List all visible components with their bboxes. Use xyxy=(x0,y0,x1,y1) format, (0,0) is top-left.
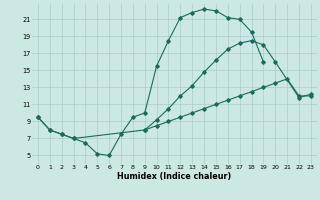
X-axis label: Humidex (Indice chaleur): Humidex (Indice chaleur) xyxy=(117,172,232,181)
